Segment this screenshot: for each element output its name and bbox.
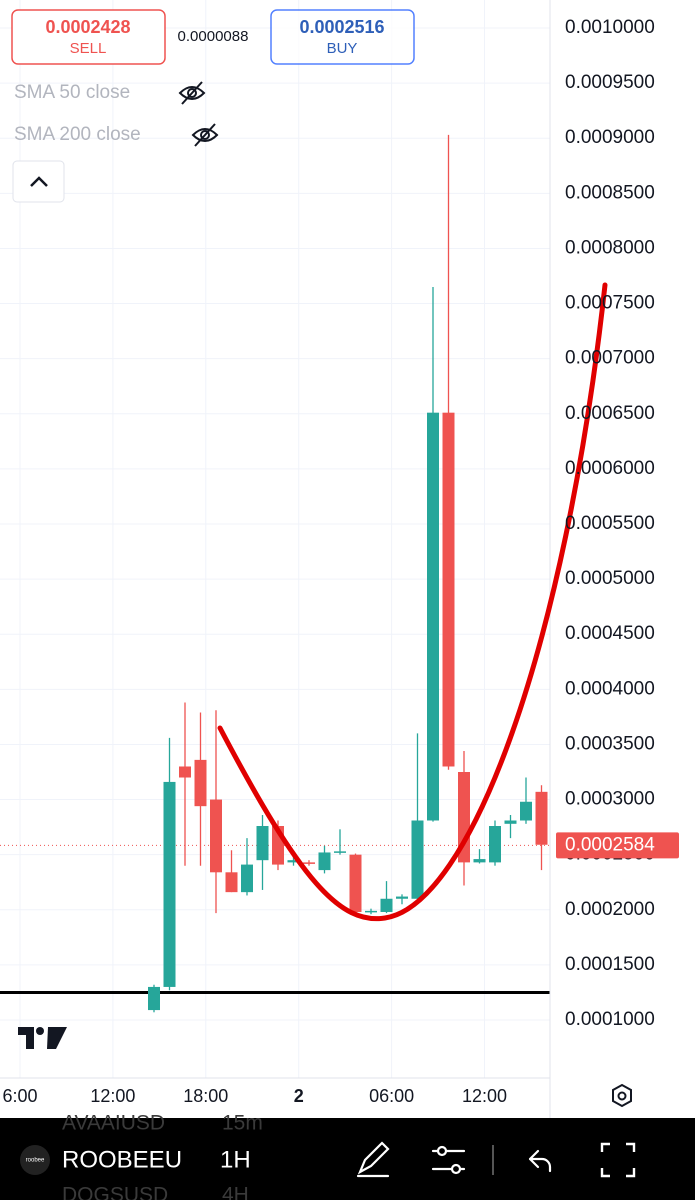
sell-price: 0.0002428 (45, 17, 130, 37)
candle-body (334, 851, 346, 853)
y-tick-label: 0.0005500 (565, 513, 655, 534)
candle-body (349, 854, 362, 912)
x-tick-label: 06:00 (369, 1086, 414, 1106)
candle-body (380, 898, 393, 912)
y-tick-label: 0.0009000 (565, 127, 655, 148)
candles (148, 134, 548, 1013)
hidden-icon[interactable] (178, 81, 206, 105)
candle-body (194, 759, 207, 807)
candle-body (442, 412, 455, 767)
buy-button[interactable] (270, 9, 415, 65)
candle-body (535, 791, 548, 845)
y-tick-label: 0.0001000 (565, 1009, 655, 1030)
x-tick-label: 18:00 (183, 1086, 228, 1106)
hidden-interval: 4H (222, 1184, 249, 1200)
drawing-curve (217, 282, 608, 922)
y-tick-label: 0.0009500 (565, 72, 655, 93)
candle-body (318, 852, 331, 871)
y-tick-label: 0.0008500 (565, 182, 655, 203)
chevron-icon (30, 176, 48, 187)
candle-body (179, 766, 191, 778)
candle-body (473, 859, 486, 863)
candle-body (225, 872, 238, 893)
candle-body (411, 820, 424, 899)
draw-icon[interactable] (356, 1141, 390, 1178)
sell-label: SELL (70, 40, 107, 57)
candle-body (365, 910, 377, 913)
candle-body (287, 860, 300, 863)
spread: 0.0000088 (178, 28, 249, 45)
y-tick-label: 0.0007500 (565, 293, 655, 314)
settings-icon[interactable] (612, 1083, 632, 1108)
symbol[interactable]: ROOBEEU (62, 1146, 182, 1173)
last-price-label: 0.0002584 (565, 834, 655, 855)
grid (0, 0, 550, 1078)
y-tick-label: 0.0002000 (565, 899, 655, 920)
indicator-label: SMA 50 close (14, 82, 130, 103)
indicators-icon[interactable] (431, 1145, 466, 1175)
indicator-label: SMA 200 close (14, 124, 141, 145)
toolbar-band (0, 1140, 695, 1182)
y-tick-label: 0.0005000 (565, 568, 655, 589)
x-tick-label: 12:00 (90, 1086, 135, 1106)
x-tick-label: 6:00 (2, 1086, 37, 1106)
y-tick-label: 0.0004500 (565, 623, 655, 644)
candle-body (489, 826, 501, 863)
hidden-symbol: DOGSUSD (62, 1184, 168, 1200)
candle-body (520, 801, 532, 821)
candle-body (241, 864, 253, 893)
interval[interactable]: 1H (220, 1146, 251, 1173)
candle-body (427, 412, 439, 821)
undo-icon[interactable] (528, 1149, 552, 1173)
candle-body (210, 799, 222, 873)
candle-body (256, 826, 269, 861)
x-tick-label: 2 (294, 1086, 304, 1106)
y-tick-label: 0.0006000 (565, 458, 655, 479)
hidden-interval: 15m (222, 1112, 263, 1135)
candle-body (163, 781, 176, 987)
tv-logo (18, 1027, 67, 1049)
buy-price: 0.0002516 (299, 17, 384, 37)
buy-label: BUY (327, 40, 358, 57)
y-tick-label: 0.0004000 (565, 678, 655, 699)
hidden-symbol: AVAAIUSD (62, 1112, 165, 1135)
candle-body (148, 986, 160, 1011)
y-tick-label: 0.0001500 (565, 954, 655, 975)
x-tick-label: 12:00 (462, 1086, 507, 1106)
y-tick-label: 0.0003500 (565, 733, 655, 754)
candle-body (396, 896, 408, 899)
sell-button[interactable] (11, 9, 166, 65)
fullscreen-icon[interactable] (600, 1142, 636, 1178)
y-tick-label: 0.0006500 (565, 403, 655, 424)
hidden-icon[interactable] (191, 123, 219, 147)
symbol-logo (20, 1145, 50, 1175)
y-tick-label: 0.0010000 (565, 17, 655, 38)
y-tick-label: 0.0007000 (565, 348, 655, 369)
y-tick-label: 0.0008000 (565, 237, 655, 258)
candle-body (504, 820, 517, 824)
collapse-button[interactable] (12, 160, 65, 203)
last-price-badge (556, 832, 679, 859)
y-tick-label: 0.0003000 (565, 789, 655, 810)
candle-body (303, 862, 315, 864)
logo-text: roobee (26, 1158, 45, 1164)
